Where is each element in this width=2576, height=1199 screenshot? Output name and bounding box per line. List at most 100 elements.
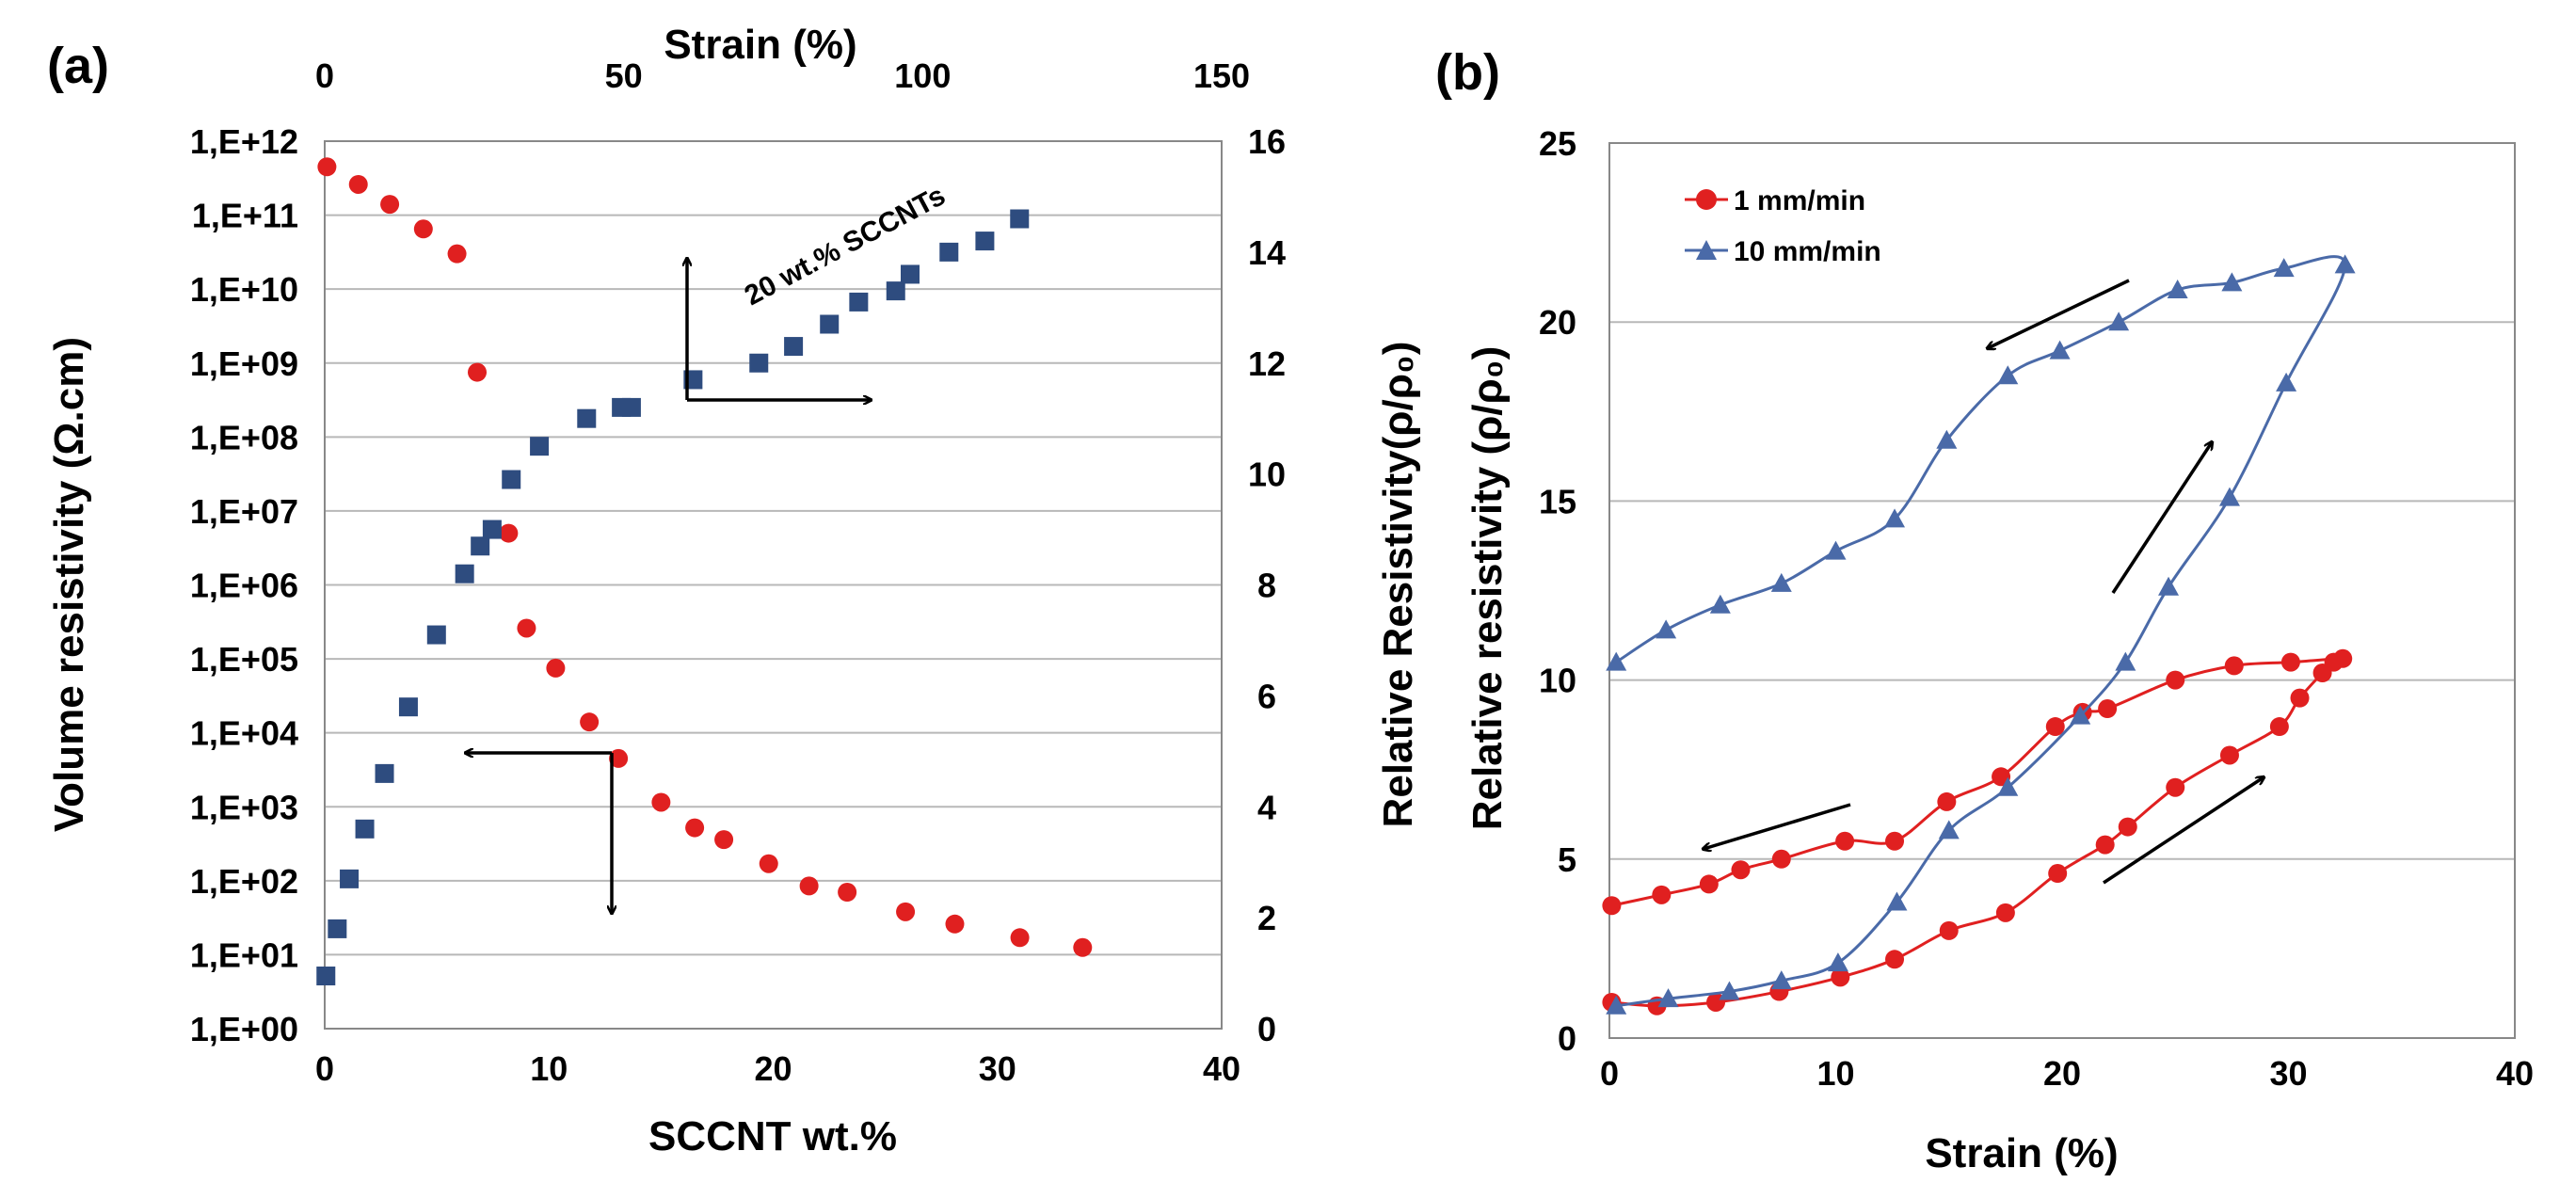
panel-a-top-tick-label: 0	[315, 56, 334, 95]
series-10mm-min-point	[1770, 572, 1792, 592]
relative-resistivity-point	[340, 869, 360, 888]
relative-resistivity-point	[900, 264, 920, 284]
panel-b-y-axis-ticks: 0 5 10 15 20 25	[1539, 124, 1576, 1058]
relative-resistivity-point	[398, 697, 418, 717]
relative-resistivity-point	[1010, 209, 1030, 229]
volume-resistivity-point	[468, 362, 488, 382]
series-10mm-min-point	[1656, 619, 1677, 639]
legend-marker-1mm	[1696, 189, 1717, 210]
panel-a-top-tick-label: 150	[1193, 56, 1250, 95]
volume-resistivity-point	[945, 914, 965, 934]
panel-a-x-axis-title: SCCNT wt.%	[648, 1113, 897, 1159]
series-1mm-min-point	[2098, 699, 2118, 719]
series-1mm-min-point	[2224, 656, 2244, 676]
volume-resistivity-point	[685, 818, 705, 838]
series-1mm-min-point	[2118, 817, 2137, 837]
series-10mm-min-point	[2070, 705, 2091, 725]
volume-resistivity-point	[413, 219, 433, 239]
panel-a-left-tick-label: 1,E+08	[190, 418, 298, 456]
relative-resistivity-point	[482, 520, 502, 539]
volume-resistivity-point	[609, 748, 629, 768]
panel-b-legend: 1 mm/min 10 mm/min	[1685, 185, 1881, 267]
panel-a-plot-frame	[324, 140, 1223, 1030]
relative-resistivity-point	[784, 337, 804, 357]
volume-resistivity-point	[546, 658, 566, 678]
panel-a-left-tick-label: 1,E+11	[192, 197, 298, 235]
panel-b-y-tick-label: 5	[1558, 840, 1576, 879]
series-10mm-min-point	[1606, 995, 1627, 1015]
arrow-load-1mm	[2103, 777, 2264, 885]
panel-b-x-tick-label: 30	[2269, 1054, 2307, 1093]
series-1mm-min-point	[1939, 920, 1959, 940]
series-1mm-min-point	[1699, 874, 1719, 894]
series-1mm-min-point	[2045, 717, 2065, 737]
panel-a-top-tick-label: 50	[605, 56, 643, 95]
panel-a-right-axis-ticks: 0 2 4 6 8 10 12 14 16	[1248, 122, 1286, 1048]
relative-resistivity-point	[820, 314, 840, 334]
relative-resistivity-point	[577, 408, 597, 428]
series-1mm-min-point	[2269, 717, 2289, 737]
legend-marker-10mm	[1696, 240, 1717, 260]
volume-resistivity-point	[447, 244, 467, 264]
volume-resistivity-point	[317, 157, 337, 177]
series-10mm-min-point	[1770, 970, 1792, 990]
panel-b-y-tick-label: 25	[1539, 124, 1576, 163]
panel-a-right-tick-label: 10	[1248, 456, 1286, 494]
series-10mm-min-point	[1997, 776, 2019, 796]
relative-resistivity-point	[375, 763, 394, 783]
panel-b-x-tick-label: 20	[2043, 1054, 2081, 1093]
series-10mm-min-point	[1719, 981, 1740, 1000]
panel-b-arrows	[1704, 279, 2264, 885]
series-10mm-min-curve	[1615, 255, 2347, 1008]
relative-resistivity-point	[749, 353, 769, 373]
series-1mm-min-point	[1602, 896, 1622, 916]
volume-resistivity-point	[651, 792, 671, 812]
panel-b-y-tick-label: 10	[1539, 662, 1576, 700]
volume-resistivity-point	[517, 618, 536, 638]
series-1mm-min-point	[1831, 967, 1850, 987]
series-1mm-min-point	[2280, 652, 2300, 672]
series-10mm-min-point	[2218, 487, 2240, 506]
relative-resistivity-point	[530, 437, 550, 456]
panel-a-left-tick-label: 1,E+04	[190, 714, 298, 753]
series-10mm-min-point	[1886, 891, 1908, 911]
panel-b-x-tick-label: 0	[1600, 1054, 1619, 1093]
series-1mm-min-point	[2290, 688, 2310, 708]
panel-b-y-axis-title: Relative resistivity (ρ/ρ₀)	[1464, 346, 1511, 830]
volume-resistivity-point	[1010, 928, 1030, 948]
relative-resistivity-point	[849, 292, 869, 312]
series-1mm-min-point	[1652, 885, 1672, 904]
panel-a-bottom-tick-label: 20	[754, 1049, 792, 1088]
panel-a-left-tick-label: 1,E+12	[190, 122, 298, 161]
series-1mm-min-point	[1771, 849, 1791, 869]
series-10mm-min-point	[2273, 258, 2295, 278]
arrow-unload-10mm	[1988, 279, 2130, 348]
volume-resistivity-point	[714, 830, 734, 850]
relative-resistivity-point	[471, 536, 490, 556]
series-1mm-min-curve	[1611, 657, 2346, 1008]
panel-a-bottom-axis-ticks: 0 10 20 30 40	[315, 1049, 1240, 1088]
panel-a-right-tick-label: 12	[1248, 344, 1286, 383]
panel-b-x-axis-title: Strain (%)	[1925, 1130, 2118, 1176]
series-10mm-min-point	[2115, 651, 2136, 671]
panel-b-series	[1602, 254, 2356, 1015]
series-1mm-min-point	[2166, 670, 2185, 690]
series-10mm-min-point	[2108, 312, 2130, 331]
series-1mm-min-point	[1731, 860, 1751, 880]
arrow-load-10mm	[2111, 442, 2212, 594]
panel-a-left-tick-label: 1,E+00	[190, 1010, 298, 1048]
series-1mm-min-point	[2333, 648, 2353, 668]
panel-a-top-tick-label: 100	[894, 56, 951, 95]
series-1mm-min	[1602, 648, 2353, 1015]
relative-resistivity-point	[355, 819, 375, 839]
series-1mm-min-point	[2219, 745, 2239, 765]
series-10mm-min-point	[1827, 952, 1848, 972]
series-1mm-min-point	[1835, 831, 1855, 851]
panel-a-left-tick-label: 1,E+09	[190, 344, 298, 383]
series-10mm-min	[1606, 254, 2356, 1015]
panel-a-bottom-tick-label: 40	[1203, 1049, 1240, 1088]
series-1mm-min-point	[1937, 791, 1957, 811]
panel-b-y-tick-label: 20	[1539, 303, 1576, 342]
panel-a-left-axis-ticks: 1,E+00 1,E+01 1,E+02 1,E+03 1,E+04 1,E+05 1,E+…	[190, 122, 298, 1048]
